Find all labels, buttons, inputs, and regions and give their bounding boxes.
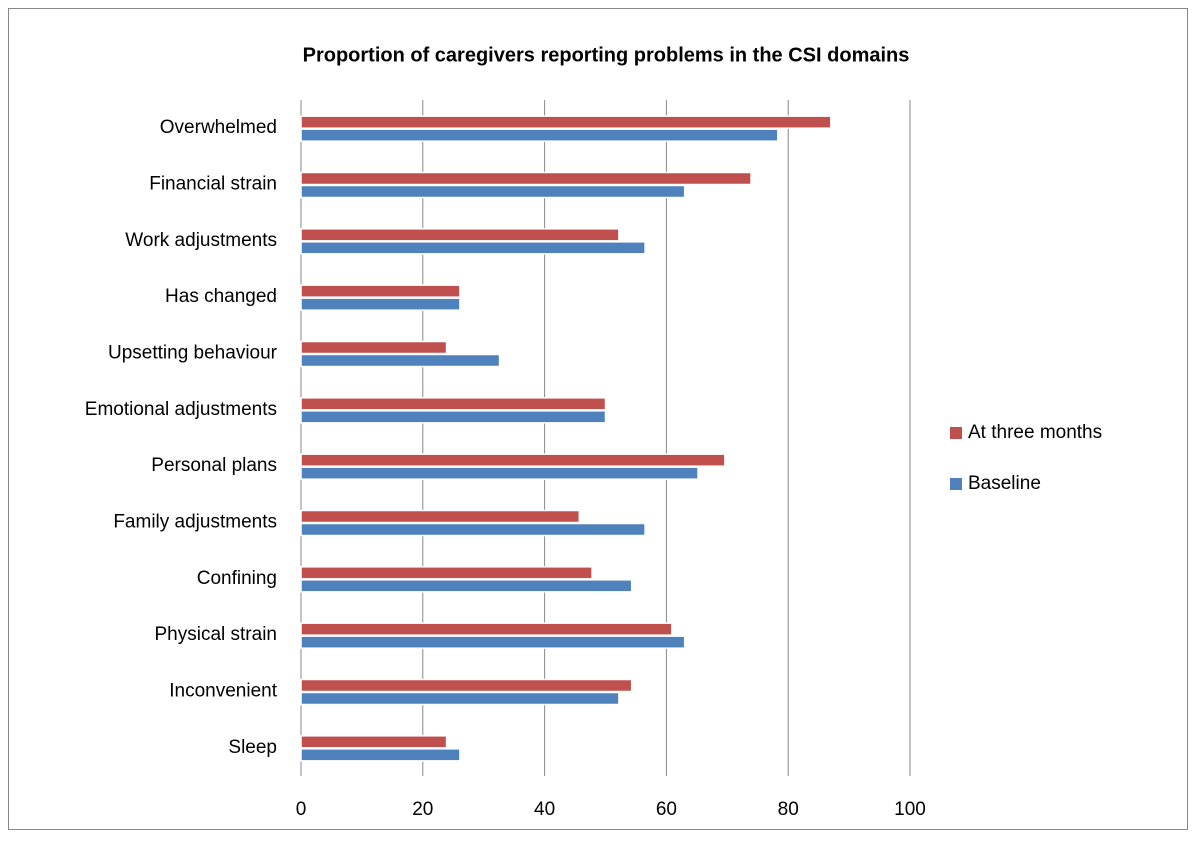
bar	[300, 622, 673, 636]
bar	[300, 241, 646, 255]
bar	[300, 353, 501, 368]
bar	[300, 340, 448, 355]
bar	[300, 579, 633, 593]
bar	[300, 691, 620, 706]
y-tick-label: Confining	[197, 568, 277, 589]
bar	[300, 453, 726, 467]
bar	[300, 466, 699, 480]
legend-label: Baseline	[968, 473, 1041, 494]
x-tick-label: 60	[656, 799, 677, 820]
y-tick-label: Emotional adjustments	[85, 399, 277, 420]
x-tick-label: 80	[778, 799, 799, 820]
bar	[300, 566, 593, 580]
bar	[300, 678, 633, 693]
x-tick-label: 40	[534, 799, 555, 820]
chart-title: Proportion of caregivers reporting probl…	[303, 44, 910, 66]
bar	[300, 115, 832, 129]
x-tick-label: 100	[894, 799, 926, 820]
legend-label: At three months	[968, 422, 1102, 443]
bar	[300, 522, 646, 537]
bar	[300, 228, 620, 242]
bar	[300, 284, 461, 298]
legend-swatch	[950, 427, 962, 439]
y-tick-label: Work adjustments	[125, 230, 277, 251]
legend-swatch	[950, 478, 962, 490]
y-tick-label: Family adjustments	[113, 512, 277, 533]
y-tick-label: Financial strain	[149, 174, 277, 195]
bar	[300, 171, 752, 186]
x-tick-label: 0	[296, 799, 307, 820]
bar	[300, 297, 461, 311]
x-tick-label: 20	[412, 799, 433, 820]
bar	[300, 635, 686, 649]
y-tick-label: Personal plans	[151, 455, 277, 476]
bar	[300, 397, 607, 411]
y-tick-label: Inconvenient	[169, 681, 277, 702]
bar	[300, 410, 607, 424]
bar	[300, 128, 779, 142]
bar	[300, 509, 581, 524]
y-tick-label: Physical strain	[155, 624, 278, 645]
y-tick-label: Upsetting behaviour	[108, 343, 278, 364]
bar	[300, 184, 686, 199]
bar	[300, 748, 461, 762]
y-tick-label: Overwhelmed	[160, 117, 277, 138]
y-tick-label: Has changed	[165, 286, 277, 307]
bar	[300, 735, 448, 749]
y-tick-label: Sleep	[228, 737, 277, 758]
